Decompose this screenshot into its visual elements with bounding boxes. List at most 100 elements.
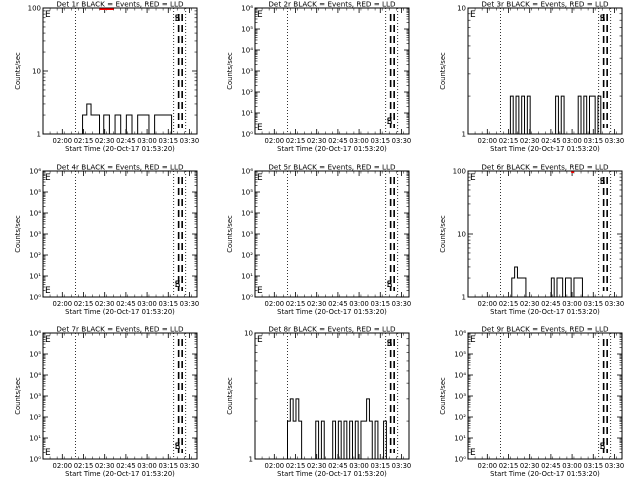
- y-tick-label: 10³: [241, 231, 253, 239]
- x-tick-label: 02:15: [499, 462, 519, 470]
- panel-det-6r: Det 6r BLACK = Events, RED = LLD 1 10 100 02…: [439, 163, 624, 317]
- panel-det-7r: Det 7r BLACK = Events, RED = LLD 10⁰ 10¹ 10…: [14, 325, 199, 479]
- x-tick-label: 03:00: [137, 300, 157, 308]
- y-tick-label: 10⁵: [241, 189, 253, 197]
- x-tick-label: 02:45: [116, 300, 136, 308]
- y-tick-label: 10⁶: [29, 168, 41, 176]
- x-tick-label: 03:15: [158, 462, 178, 470]
- end-marker-label: E: [387, 280, 393, 290]
- y-tick-label: 10⁶: [241, 5, 253, 13]
- end-marker-label: E: [600, 442, 606, 452]
- y-axis-label: Counts/sec: [226, 377, 234, 415]
- x-tick-label: 03:00: [562, 137, 582, 145]
- y-tick-label: 10⁴: [29, 372, 41, 380]
- x-tick-label: 02:30: [520, 300, 540, 308]
- y-tick-label: 10⁰: [29, 294, 41, 302]
- panel-det-1r: Det 1r BLACK = Events, RED = LLD 1 10 100 02…: [14, 0, 199, 153]
- panel-det-9r: Det 9r BLACK = Events, RED = LLD 10⁰ 10¹ 10…: [439, 325, 624, 479]
- panel-det-8r: Det 8r BLACK = Events, RED = LLD 1 10 02:00…: [226, 325, 411, 479]
- x-tick-label: 03:00: [137, 137, 157, 145]
- panel-title: Det 7r BLACK = Events, RED = LLD: [56, 325, 184, 334]
- end-marker-label: E: [175, 280, 181, 290]
- panel-det-2r: Det 2r BLACK = Events, RED = LLD 10⁰ 10¹ 10…: [226, 0, 411, 153]
- x-tick-label: 03:00: [349, 300, 369, 308]
- y-tick-label: 10²: [454, 414, 466, 422]
- x-tick-label: 03:00: [562, 300, 582, 308]
- y-axis-label: Counts/sec: [226, 215, 234, 253]
- y-tick-label: 10: [457, 5, 466, 13]
- x-tick-label: 03:30: [392, 137, 412, 145]
- events-series: [507, 95, 602, 135]
- y-tick-label: 10⁶: [29, 330, 41, 338]
- x-tick-label: 02:30: [95, 300, 115, 308]
- y-tick-label: 10⁶: [454, 330, 466, 338]
- x-tick-label: 03:30: [605, 137, 625, 145]
- x-tick-label: 03:00: [349, 137, 369, 145]
- x-tick-label: 02:15: [286, 300, 306, 308]
- y-tick-label: 10³: [241, 68, 253, 76]
- panel-title: Det 8r BLACK = Events, RED = LLD: [268, 325, 396, 334]
- start-marker-label: S: [600, 442, 606, 452]
- y-tick-label: 10³: [29, 231, 41, 239]
- x-tick-label: 03:15: [370, 137, 390, 145]
- end-marker-label: E: [45, 173, 51, 183]
- x-tick-label: 03:30: [180, 462, 200, 470]
- x-tick-label: 03:15: [158, 137, 178, 145]
- start-marker-label: S: [600, 14, 606, 24]
- panel-title: Det 9r BLACK = Events, RED = LLD: [481, 325, 609, 334]
- x-tick-label: 02:15: [74, 137, 94, 145]
- x-tick-label: 02:45: [328, 300, 348, 308]
- x-tick-label: 02:00: [53, 300, 73, 308]
- y-tick-label: 10⁵: [29, 351, 41, 359]
- x-axis-label: Start Time (20-Oct-17 01:53:20): [65, 308, 175, 316]
- panel-title: Det 1r BLACK = Events, RED = LLD: [56, 0, 184, 9]
- y-tick-label: 10⁰: [241, 294, 253, 302]
- x-tick-label: 02:15: [74, 462, 94, 470]
- y-tick-label: 1: [37, 131, 41, 139]
- x-tick-label: 02:30: [520, 462, 540, 470]
- x-tick-label: 02:45: [541, 137, 561, 145]
- x-tick-label: 02:45: [116, 137, 136, 145]
- x-tick-label: 03:00: [349, 462, 369, 470]
- x-tick-label: 03:30: [605, 300, 625, 308]
- x-tick-label: 02:00: [265, 137, 285, 145]
- end-marker-label: E: [470, 448, 476, 458]
- x-tick-label: 02:00: [53, 137, 73, 145]
- x-tick-label: 03:15: [158, 300, 178, 308]
- x-tick-label: 03:30: [392, 300, 412, 308]
- start-marker-label: S: [387, 280, 393, 290]
- x-tick-label: 02:30: [307, 300, 327, 308]
- x-tick-label: 02:00: [478, 462, 498, 470]
- x-tick-label: 03:15: [583, 137, 603, 145]
- end-marker-label: E: [470, 173, 476, 183]
- y-tick-label: 10¹: [29, 435, 41, 443]
- panel-title: Det 6r BLACK = Events, RED = LLD: [481, 163, 609, 172]
- y-tick-label: 10³: [29, 393, 41, 401]
- x-axis-label: Start Time (20-Oct-17 01:53:20): [277, 308, 387, 316]
- events-series: [284, 398, 390, 460]
- start-marker-label: S: [387, 117, 393, 127]
- x-tick-label: 03:00: [562, 462, 582, 470]
- x-tick-label: 02:15: [499, 300, 519, 308]
- x-tick-label: 02:00: [478, 300, 498, 308]
- x-tick-label: 03:15: [370, 462, 390, 470]
- x-tick-label: 02:45: [328, 462, 348, 470]
- y-tick-label: 10⁴: [29, 210, 41, 218]
- x-tick-label: 02:00: [265, 462, 285, 470]
- y-tick-label: 10²: [241, 89, 253, 97]
- y-tick-label: 10¹: [454, 435, 466, 443]
- panel-title: Det 5r BLACK = Events, RED = LLD: [268, 163, 396, 172]
- panel-det-3r: Det 3r BLACK = Events, RED = LLD 1 10 02:00…: [439, 0, 624, 153]
- end-marker-label: E: [470, 10, 476, 20]
- x-tick-label: 03:15: [370, 300, 390, 308]
- y-tick-label: 1: [462, 131, 466, 139]
- end-marker-label: E: [257, 10, 263, 20]
- start-marker-label: S: [600, 177, 606, 187]
- x-tick-label: 03:00: [137, 462, 157, 470]
- panel-det-4r: Det 4r BLACK = Events, RED = LLD 10⁰ 10¹ 10…: [14, 163, 199, 317]
- events-series: [508, 266, 603, 298]
- events-series: [82, 103, 181, 135]
- end-marker-label: E: [45, 335, 51, 345]
- x-tick-label: 02:30: [307, 137, 327, 145]
- end-marker-label: E: [600, 177, 606, 187]
